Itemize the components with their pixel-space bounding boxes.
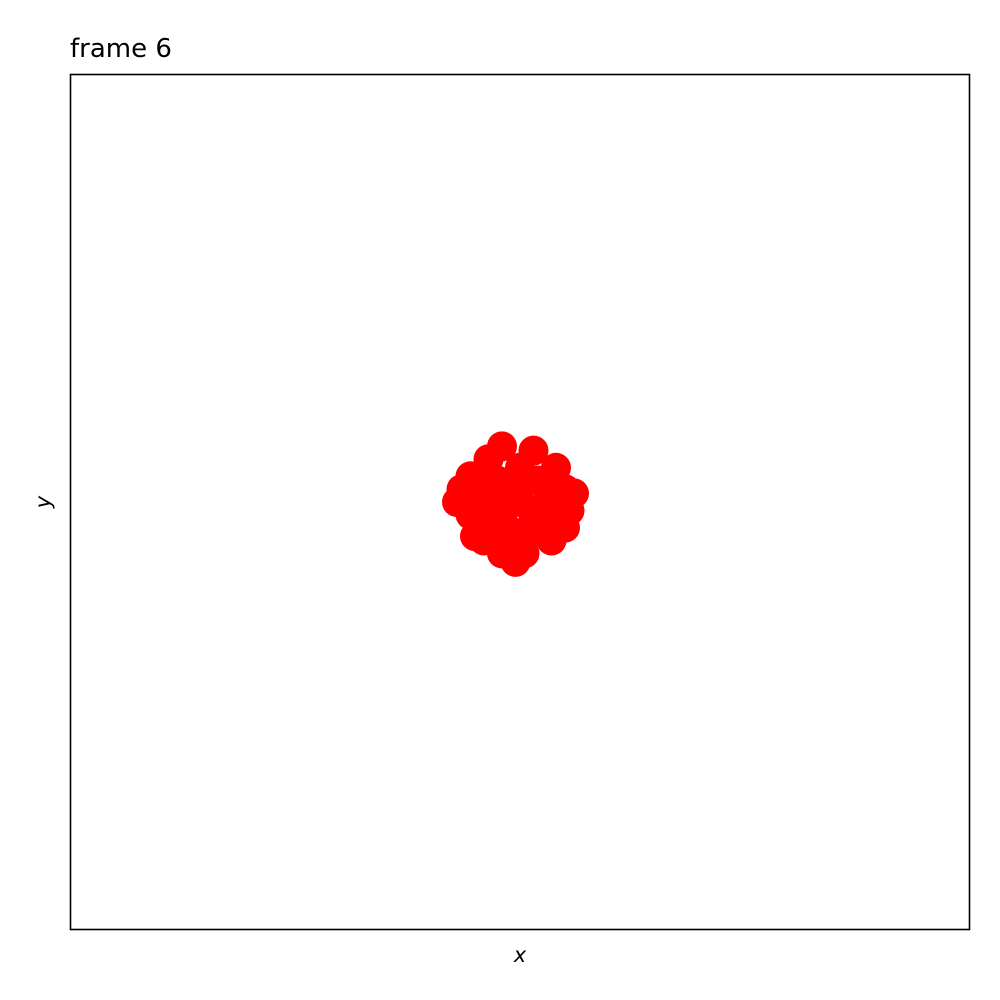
y-axis-label: y bbox=[31, 495, 55, 509]
points-layer bbox=[442, 431, 589, 577]
scatter-point-0-31 bbox=[496, 474, 526, 505]
scatter-point-0-30 bbox=[541, 499, 571, 530]
chart-title: frame 6 bbox=[70, 34, 172, 64]
x-axis-label: x bbox=[513, 943, 527, 967]
scatter-point-0-29 bbox=[478, 504, 508, 535]
scatter-point-0-28 bbox=[505, 525, 535, 556]
plot-frame bbox=[69, 73, 971, 931]
